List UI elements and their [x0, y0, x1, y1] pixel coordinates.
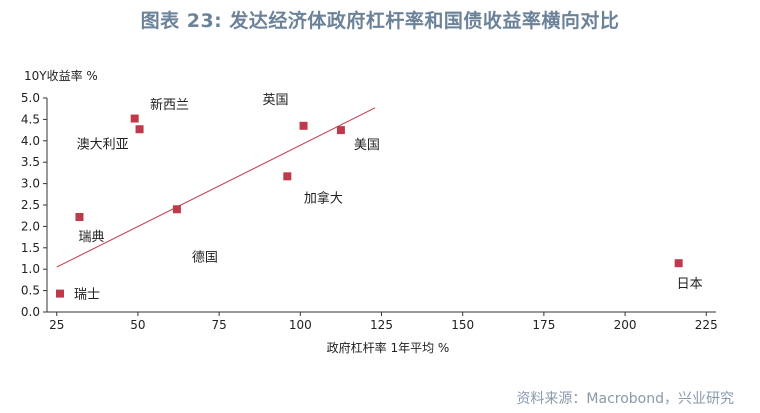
data-point-label: 新西兰: [150, 97, 189, 113]
x-axis-label: 政府杠杆率 1年平均 %: [327, 340, 450, 355]
data-point-marker: [55, 289, 64, 298]
trendline-line: [56, 107, 376, 268]
x-tick-label: 125: [370, 318, 393, 332]
y-tick-label: 4.0: [21, 134, 40, 148]
axes: 0.0 0.5 1.0 1.5 2.0 2.5 3.0 3.5 4.0 4.5 5.0 25 50 75 1…: [21, 91, 718, 332]
data-point-label: 瑞典: [78, 230, 104, 245]
x-tick-label: 100: [289, 318, 312, 332]
x-tick-label: 200: [614, 318, 637, 332]
data-point-marker: [336, 126, 345, 135]
y-tick-label: 2.0: [21, 219, 40, 233]
y-tick-label: 3.0: [21, 177, 40, 191]
data-point-label: 英国: [263, 93, 289, 108]
x-tick-label: 175: [532, 318, 555, 332]
data-point-marker: [135, 125, 144, 134]
data-point-marker: [299, 121, 308, 130]
data-point-label: 日本: [677, 277, 703, 292]
x-tick-label: 50: [130, 318, 145, 332]
data-point-label: 瑞士: [74, 288, 100, 303]
y-tick-label: 2.5: [21, 198, 40, 212]
data-point-label: 加拿大: [304, 190, 343, 206]
chart-title: 图表 23: 发达经济体政府杠杆率和国债收益率横向对比: [140, 10, 620, 32]
source-note: 资料来源：Macrobond，兴业研究: [516, 391, 734, 407]
x-tick-label: 75: [211, 318, 226, 332]
x-tick-label: 225: [695, 318, 718, 332]
x-tick-label: 150: [451, 318, 474, 332]
data-point-marker: [130, 114, 139, 123]
data-point-label: 美国: [354, 138, 380, 153]
y-tick-label: 4.5: [21, 112, 40, 126]
y-tick-label: 3.5: [21, 155, 40, 169]
y-axis-label: 10Y收益率 %: [24, 68, 98, 83]
data-point-label: 德国: [192, 250, 218, 265]
y-tick-label: 0.5: [21, 284, 40, 298]
y-tick-label: 1.0: [21, 262, 40, 276]
data-point-marker: [75, 212, 84, 221]
data-point-marker: [172, 205, 181, 214]
y-tick-label: 1.5: [21, 241, 40, 255]
data-point-marker: [674, 259, 683, 268]
y-tick-label: 5.0: [21, 91, 40, 105]
y-tick-label: 0.0: [21, 305, 40, 319]
x-tick-label: 25: [49, 318, 64, 332]
data-point-marker: [283, 172, 292, 181]
trendline: [56, 107, 376, 268]
data-point-label: 澳大利亚: [77, 137, 129, 153]
